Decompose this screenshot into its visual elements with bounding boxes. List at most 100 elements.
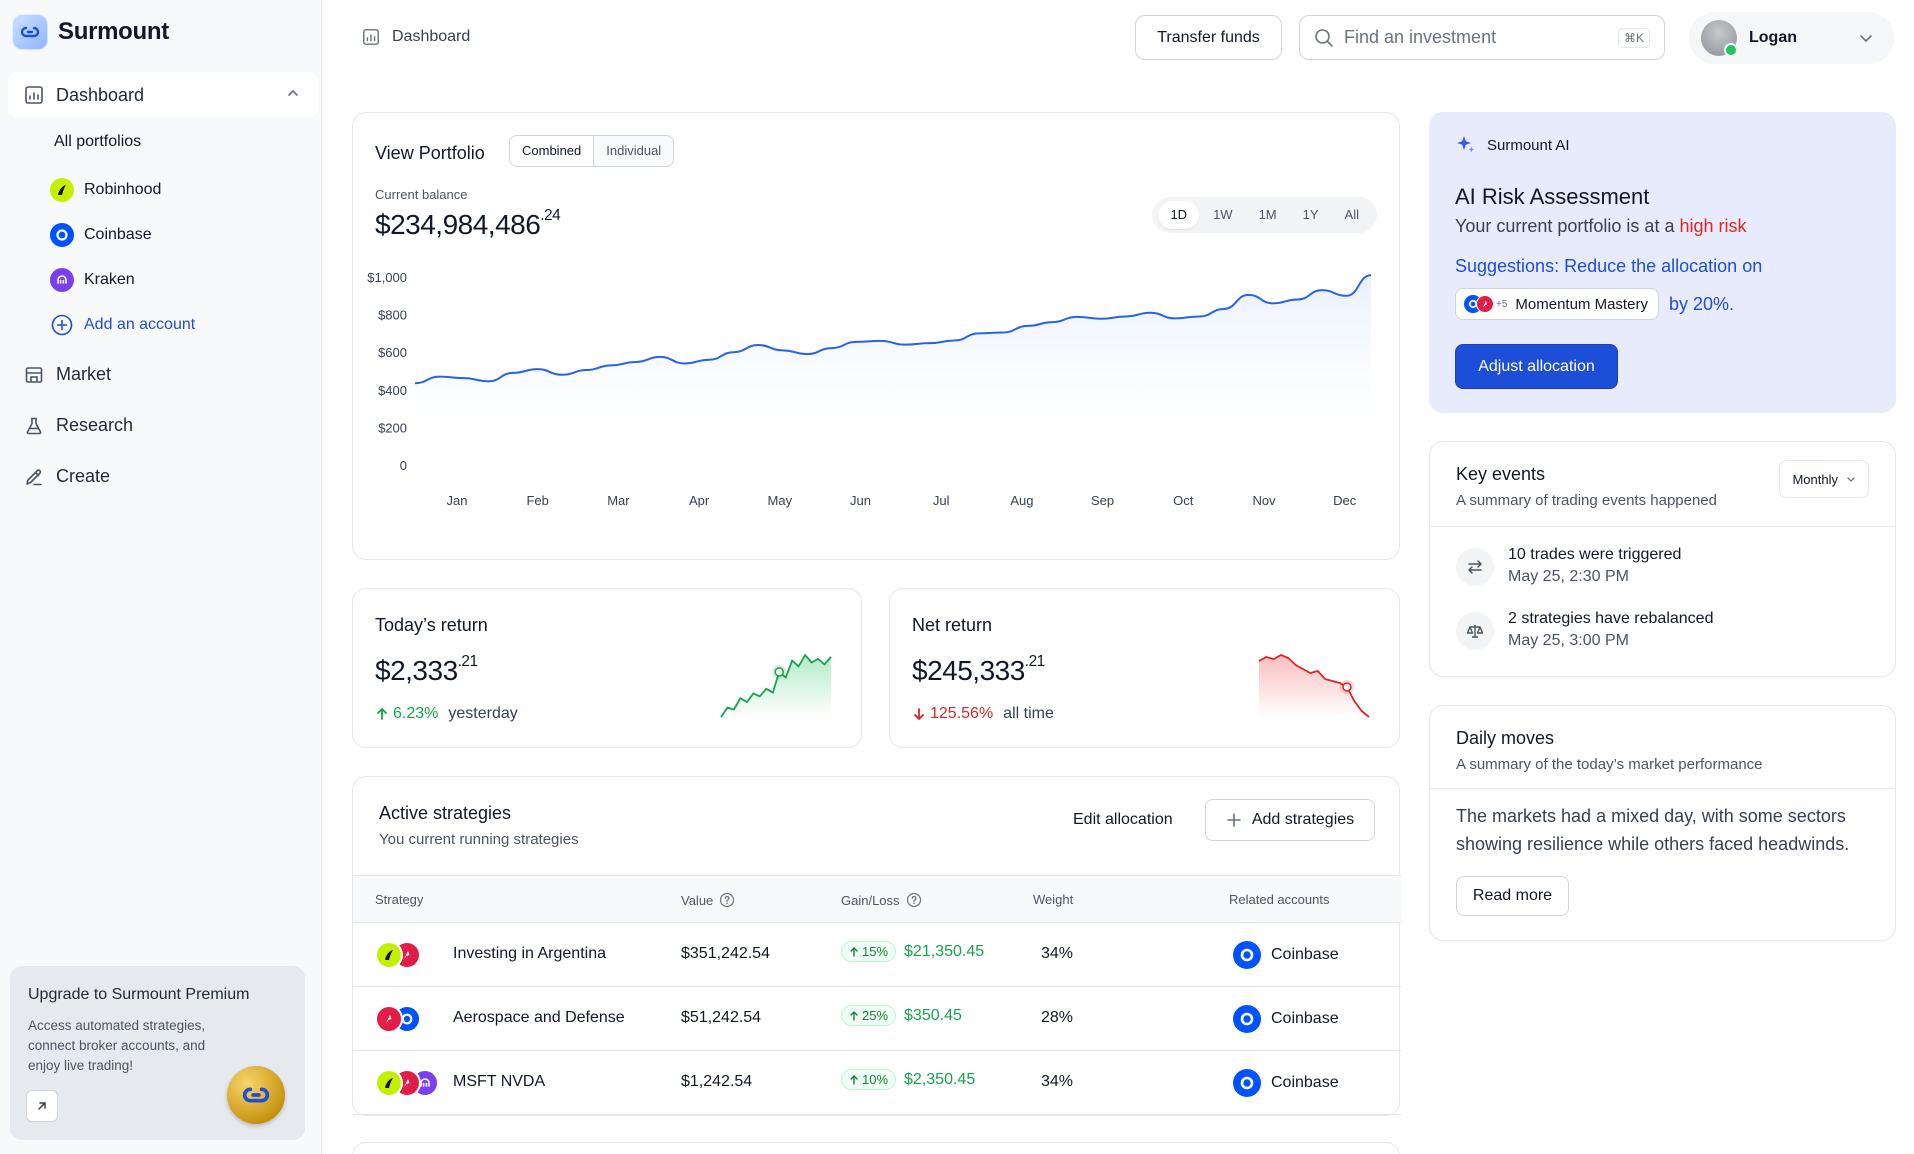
gain-pct: 15%: [862, 944, 889, 959]
sidebar-item-robinhood[interactable]: Robinhood: [50, 178, 161, 202]
sidebar-item-all-portfolios[interactable]: All portfolios: [54, 133, 141, 151]
range-1w[interactable]: 1W: [1213, 207, 1233, 222]
y-tick-label: $1,000: [367, 270, 407, 285]
ai-label: Surmount AI: [1487, 136, 1570, 154]
x-tick-label: Jan: [447, 493, 468, 508]
x-tick-label: Feb: [526, 493, 548, 508]
x-tick-label: Dec: [1333, 493, 1357, 508]
strategy-name[interactable]: Aerospace and Defense: [453, 1009, 625, 1026]
event-text: 10 trades were triggered: [1508, 546, 1682, 563]
edit-allocation-button[interactable]: Edit allocation: [1073, 811, 1173, 828]
flask-icon: [26, 417, 42, 434]
x-tick-label: Nov: [1252, 493, 1276, 508]
sidebar-item-coinbase[interactable]: Coinbase: [50, 223, 152, 247]
column-strategy[interactable]: Strategy: [375, 892, 424, 907]
premium-open-button[interactable]: [26, 1090, 58, 1122]
add-strategies-button[interactable]: Add strategies: [1205, 799, 1375, 841]
sparkline-area: [721, 655, 831, 717]
brand[interactable]: Surmount: [12, 14, 169, 50]
strategy-chip[interactable]: +5 Momentum Mastery: [1455, 288, 1659, 320]
strategies-subtitle: You current running strategies: [379, 831, 579, 848]
kraken-icon: [50, 268, 74, 292]
range-all[interactable]: All: [1344, 207, 1359, 222]
search-box[interactable]: ⌘K: [1299, 15, 1665, 60]
column-gain-loss[interactable]: Gain/Loss: [841, 892, 922, 908]
pen-icon: [26, 468, 42, 485]
balance-value: $234,984,486.24: [375, 207, 561, 241]
x-tick-label: Apr: [689, 493, 710, 508]
portfolio-chart[interactable]: $1,000 $800 $600 $400 $200 0 Jan Feb Mar Apr May Ju…: [353, 253, 1399, 553]
search-input[interactable]: [1344, 27, 1604, 48]
x-tick-label: Aug: [1010, 493, 1033, 508]
sidebar-item-label: All portfolios: [54, 133, 142, 150]
event-item[interactable]: 2 strategies have rebalanced May 25, 3:0…: [1456, 610, 1713, 650]
brand-name: Surmount: [58, 18, 169, 45]
sidebar-item-kraken[interactable]: Kraken: [50, 268, 135, 292]
user-menu[interactable]: Logan: [1689, 12, 1894, 64]
breadcrumb-label: Dashboard: [392, 28, 471, 45]
column-weight[interactable]: Weight: [1033, 892, 1074, 907]
sidebar-item-create[interactable]: Create: [24, 466, 110, 487]
robinhood-logo-icon: [375, 941, 403, 969]
ai-suggestion: Suggestions: Reduce the allocation on: [1455, 256, 1763, 276]
net-return-pct: 125.56%: [930, 705, 994, 722]
sidebar-item-market[interactable]: Market: [24, 364, 111, 385]
range-1y[interactable]: 1Y: [1302, 207, 1319, 222]
sidebar-item-label: Add an account: [84, 316, 196, 333]
arrow-up-icon: [377, 707, 387, 720]
strategy-gain: 10% $2,350.45: [841, 1069, 975, 1090]
y-tick-label: $200: [378, 420, 407, 435]
related-account[interactable]: Coinbase: [1233, 1005, 1339, 1033]
dashboard-icon: [363, 29, 379, 45]
column-related-accounts[interactable]: Related accounts: [1229, 892, 1330, 907]
gain-badge: 15%: [841, 941, 897, 962]
related-account[interactable]: Coinbase: [1233, 941, 1339, 969]
sidebar-item-dashboard[interactable]: Dashboard: [8, 72, 318, 118]
breadcrumb[interactable]: Dashboard: [362, 28, 470, 46]
coinbase-icon: [1233, 1069, 1261, 1097]
x-tick-label: May: [768, 493, 793, 508]
table-row[interactable]: Aerospace and Defense $51,242.54 25% $35…: [353, 987, 1401, 1051]
market-icon: [25, 366, 43, 383]
daily-moves-card: Daily moves A summary of the today’s mar…: [1429, 705, 1896, 941]
todays-return-period: yesterday: [448, 705, 518, 722]
range-1m[interactable]: 1M: [1258, 207, 1277, 222]
segment-combined[interactable]: Combined: [510, 136, 595, 166]
chevron-up-icon: [288, 89, 298, 96]
x-tick-label: Oct: [1173, 493, 1194, 508]
strategy-value: $1,242.54: [681, 1073, 753, 1090]
y-tick-label: $800: [378, 308, 407, 323]
transfer-funds-button[interactable]: Transfer funds: [1135, 15, 1282, 60]
todays-return-main: $2,333: [375, 655, 458, 686]
avatar: [1701, 20, 1738, 57]
sparkline-area: [1259, 655, 1369, 717]
event-item[interactable]: 10 trades were triggered May 25, 2:30 PM: [1456, 546, 1681, 586]
segment-individual[interactable]: Individual: [606, 143, 662, 158]
sidebar-item-research[interactable]: Research: [24, 415, 133, 436]
sidebar-item-label: Research: [56, 415, 134, 435]
divider: [1430, 526, 1895, 527]
help-icon[interactable]: [719, 892, 735, 908]
table-row[interactable]: Investing in Argentina $351,242.54 15% $…: [353, 923, 1401, 987]
net-return-change: 125.56% all time: [912, 705, 1054, 723]
range-1d[interactable]: 1D: [1158, 201, 1200, 229]
premium-coin-icon: [227, 1066, 285, 1124]
strategy-name[interactable]: MSFT NVDA: [453, 1073, 546, 1090]
table-row[interactable]: MSFT NVDA $1,242.54 10% $2,350.45 34% Co…: [353, 1051, 1401, 1115]
strategy-name[interactable]: Investing in Argentina: [453, 945, 606, 962]
help-icon[interactable]: [906, 892, 922, 908]
robinhood-icon: [50, 178, 74, 202]
add-account-link[interactable]: Add an account: [50, 313, 195, 337]
read-more-button[interactable]: Read more: [1456, 876, 1569, 916]
chart-series-line[interactable]: [414, 274, 1372, 385]
events-period-select[interactable]: Monthly: [1779, 460, 1869, 498]
arrow-up-right-icon: [38, 1102, 46, 1110]
related-account[interactable]: Coinbase: [1233, 1069, 1339, 1097]
column-value[interactable]: Value: [681, 892, 735, 908]
adjust-allocation-button[interactable]: Adjust allocation: [1455, 344, 1618, 389]
chart-area-fill: [415, 275, 1371, 465]
strategy-gain: 15% $21,350.45: [841, 941, 984, 962]
next-card-stub: [352, 1142, 1400, 1154]
coinbase-icon: [1233, 1005, 1261, 1033]
balance-label: Current balance: [375, 187, 468, 202]
